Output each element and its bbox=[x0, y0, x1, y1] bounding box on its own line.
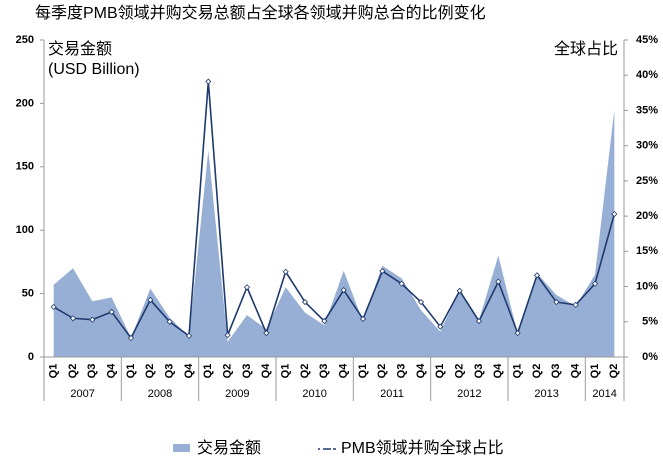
x-tick-label: Q1 bbox=[589, 364, 601, 379]
x-group-label: 2008 bbox=[148, 388, 172, 400]
line-marker bbox=[533, 272, 541, 279]
x-tick-label: Q4 bbox=[338, 363, 350, 379]
x-tick-label: Q1 bbox=[202, 364, 214, 379]
x-tick-label: Q2 bbox=[222, 364, 234, 379]
line-marker bbox=[398, 280, 405, 287]
x-group-label: 2011 bbox=[380, 388, 404, 400]
line-marker bbox=[69, 315, 77, 322]
line-marker bbox=[495, 278, 502, 285]
x-tick-label: Q1 bbox=[280, 364, 292, 379]
legend-label: PMB领域并购全球占比 bbox=[341, 439, 504, 457]
line-marker bbox=[50, 303, 57, 311]
y-axis-label: (USD Billion) bbox=[48, 61, 140, 78]
line-marker bbox=[282, 268, 289, 275]
line-marker bbox=[340, 287, 347, 294]
x-tick-label: Q4 bbox=[183, 363, 195, 379]
x-tick-label: Q4 bbox=[106, 363, 118, 379]
x-tick-label: Q2 bbox=[299, 364, 311, 379]
line bbox=[53, 81, 616, 340]
x-group-label: 2009 bbox=[225, 388, 249, 400]
x-tick-label: Q3 bbox=[164, 364, 176, 379]
y-tick-label: 100 bbox=[16, 224, 34, 236]
line-marker bbox=[301, 298, 309, 306]
line-marker bbox=[147, 296, 154, 304]
x-tick-label: Q4 bbox=[415, 363, 427, 379]
y2-tick-label: 15% bbox=[636, 245, 658, 257]
chart-title: 每季度PMB领域并购交易总额占全球各领域并购总合的比例变化 bbox=[35, 4, 486, 22]
line-marker bbox=[611, 210, 618, 218]
x-tick-label: Q4 bbox=[570, 363, 582, 379]
y2-tick-label: 20% bbox=[636, 210, 658, 222]
line-marker bbox=[514, 329, 521, 337]
y-axis-label: 交易金额 bbox=[48, 40, 112, 58]
y2-tick-label: 5% bbox=[642, 316, 658, 328]
legend-label: 交易金额 bbox=[197, 439, 261, 457]
y-tick-label: 250 bbox=[16, 34, 34, 46]
x-tick-label: Q3 bbox=[396, 364, 408, 379]
line-marker bbox=[417, 298, 425, 306]
line-marker bbox=[437, 323, 444, 330]
x-group-label: 2007 bbox=[70, 388, 94, 400]
y2-tick-label: 0% bbox=[642, 351, 658, 363]
line-marker bbox=[224, 332, 231, 339]
line-marker bbox=[263, 329, 270, 337]
x-tick-label: Q1 bbox=[125, 364, 137, 379]
line-marker bbox=[243, 284, 251, 291]
y-tick-label: 50 bbox=[22, 288, 34, 300]
y2-tick-label: 35% bbox=[636, 104, 658, 116]
y2-axis-label: 全球占比 bbox=[554, 40, 618, 58]
x-tick-label: Q1 bbox=[512, 364, 524, 379]
line-marker bbox=[359, 315, 367, 323]
line-marker bbox=[205, 78, 212, 85]
line-marker bbox=[108, 308, 115, 315]
x-tick-label: Q3 bbox=[241, 364, 253, 379]
area bbox=[53, 109, 615, 358]
line-marker bbox=[475, 318, 483, 325]
x-tick-label: Q3 bbox=[473, 364, 485, 379]
y2-tick-label: 30% bbox=[636, 140, 658, 152]
legend-swatch bbox=[173, 444, 190, 452]
x-tick-label: Q3 bbox=[550, 364, 562, 379]
x-tick-label: Q2 bbox=[144, 364, 156, 379]
line-marker bbox=[321, 318, 328, 325]
x-tick-label: Q3 bbox=[86, 364, 98, 379]
line-marker bbox=[591, 280, 599, 287]
x-tick-label: Q1 bbox=[357, 364, 369, 379]
x-tick-label: Q1 bbox=[48, 364, 60, 379]
y2-tick-label: 25% bbox=[636, 175, 658, 187]
line-marker bbox=[379, 267, 386, 275]
y2-tick-label: 40% bbox=[636, 69, 658, 81]
y-tick-label: 150 bbox=[16, 161, 34, 173]
x-tick-label: Q2 bbox=[454, 364, 466, 379]
line-marker bbox=[127, 334, 135, 342]
x-tick-label: Q3 bbox=[318, 364, 330, 379]
x-tick-label: Q2 bbox=[531, 364, 543, 379]
x-tick-label: Q2 bbox=[67, 364, 79, 379]
line-marker bbox=[185, 332, 193, 339]
x-tick-label: Q2 bbox=[608, 364, 620, 379]
y2-tick-label: 10% bbox=[636, 280, 658, 292]
line-marker bbox=[572, 301, 579, 308]
x-group-label: 2013 bbox=[534, 388, 558, 400]
y-tick-label: 0 bbox=[28, 351, 34, 363]
x-tick-label: Q2 bbox=[376, 364, 388, 379]
x-group-label: 2014 bbox=[592, 388, 616, 400]
x-tick-label: Q1 bbox=[434, 364, 446, 379]
x-group-label: 2012 bbox=[457, 388, 481, 400]
y-tick-label: 200 bbox=[16, 97, 34, 109]
x-group-label: 2010 bbox=[302, 388, 326, 400]
y2-tick-label: 45% bbox=[636, 34, 658, 46]
line-marker bbox=[456, 287, 463, 294]
line-marker bbox=[89, 316, 96, 323]
line-marker bbox=[166, 318, 173, 325]
x-tick-label: Q4 bbox=[260, 363, 272, 379]
line-marker bbox=[553, 298, 560, 306]
x-tick-label: Q4 bbox=[492, 363, 504, 379]
